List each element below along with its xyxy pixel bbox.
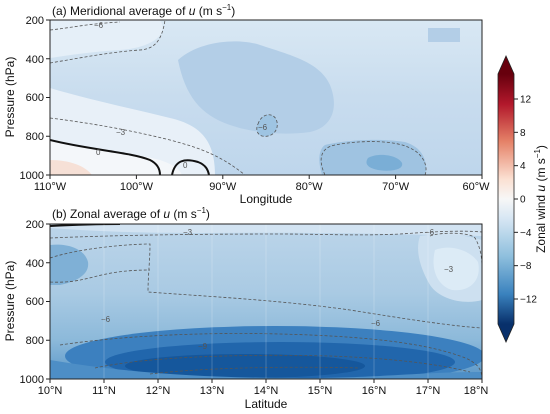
panel-a-x-ticks: 110°W 100°W 90°W 80°W 70°W 60°W xyxy=(34,175,490,193)
panel-b-x-ticks: 10°N 11°N 12°N 13°N 14°N 15°N 16°N 17°N … xyxy=(38,379,489,397)
x-tick-label: 60°W xyxy=(462,181,490,193)
x-tick-label: 16°N xyxy=(362,385,387,397)
panel-b-ylabel: Pressure (hPa) xyxy=(3,261,17,342)
x-tick-label: 12°N xyxy=(146,385,171,397)
colorbar: 12 8 4 0 −4 −8 −12 Zonal wind u (m s−1) xyxy=(497,55,548,343)
contour-label: −6 xyxy=(371,319,381,328)
y-tick-label: 600 xyxy=(26,296,44,308)
x-tick-label: 17°N xyxy=(416,385,441,397)
colorbar-gradient xyxy=(498,74,514,324)
x-tick-label: 14°N xyxy=(254,385,279,397)
contour-label: −6 xyxy=(101,315,111,324)
contour-label: 0 xyxy=(96,148,101,157)
panel-b-y-ticks: 200 400 600 800 1000 xyxy=(20,219,50,386)
y-tick-label: 800 xyxy=(26,131,44,143)
contour-label: 0 xyxy=(183,161,188,170)
contour-label: −3 xyxy=(116,128,126,137)
x-tick-label: 18°N xyxy=(464,385,489,397)
y-tick-label: 200 xyxy=(26,219,44,231)
x-tick-label: 90°W xyxy=(209,181,237,193)
panel-a-xlabel: Longitude xyxy=(240,192,293,206)
x-tick-label: 100°W xyxy=(120,181,154,193)
panel-a: (a) Meridional average of u (m s−1) xyxy=(3,3,490,206)
x-tick-label: 11°N xyxy=(92,385,116,397)
contour-label: −3 xyxy=(444,265,454,274)
x-tick-label: 15°N xyxy=(308,385,333,397)
colorbar-bottom-arrow xyxy=(498,324,514,342)
colorbar-tick-label: −12 xyxy=(520,295,537,306)
y-tick-label: 600 xyxy=(26,92,44,104)
y-tick-label: 800 xyxy=(26,335,44,347)
colorbar-tick-label: −4 xyxy=(520,228,532,239)
panel-b-field xyxy=(50,224,482,379)
colorbar-label: Zonal wind u (m s−1) xyxy=(533,145,548,253)
panel-b-xlabel: Latitude xyxy=(245,397,288,411)
colorbar-ticks: 12 8 4 0 −4 −8 −12 xyxy=(514,95,537,306)
panel-a-ylabel: Pressure (hPa) xyxy=(3,57,17,138)
x-tick-label: 13°N xyxy=(200,385,225,397)
colorbar-tick-label: 8 xyxy=(520,128,526,139)
contour-label: −3 xyxy=(183,228,193,237)
contour-label: −9 xyxy=(198,342,208,351)
colorbar-tick-label: 0 xyxy=(520,195,526,206)
panel-b-title: (b) Zonal average of u (m s−1) xyxy=(52,206,210,221)
panel-a-y-ticks: 200 400 600 800 1000 xyxy=(20,15,50,182)
x-tick-label: 70°W xyxy=(382,181,410,193)
contour-label: −6 xyxy=(258,123,268,132)
panel-a-field xyxy=(50,20,482,175)
panel-b: (b) Zonal average of u (m s−1) xyxy=(3,206,488,411)
y-tick-label: 400 xyxy=(26,258,44,270)
panel-a-title: (a) Meridional average of u (m s−1) xyxy=(52,3,235,18)
colorbar-tick-label: −8 xyxy=(520,261,532,272)
y-tick-label: 200 xyxy=(26,15,44,27)
x-tick-label: 80°W xyxy=(296,181,324,193)
y-tick-label: 1000 xyxy=(20,374,44,386)
colorbar-top-arrow xyxy=(498,56,514,74)
colorbar-tick-label: 4 xyxy=(520,161,526,172)
contour-label: −6 xyxy=(425,228,435,237)
y-tick-label: 400 xyxy=(26,54,44,66)
colorbar-tick-label: 12 xyxy=(520,95,532,106)
x-tick-label: 10°N xyxy=(38,385,63,397)
y-tick-label: 1000 xyxy=(20,170,44,182)
contour-label: −6 xyxy=(94,21,104,30)
x-tick-label: 110°W xyxy=(34,181,67,193)
